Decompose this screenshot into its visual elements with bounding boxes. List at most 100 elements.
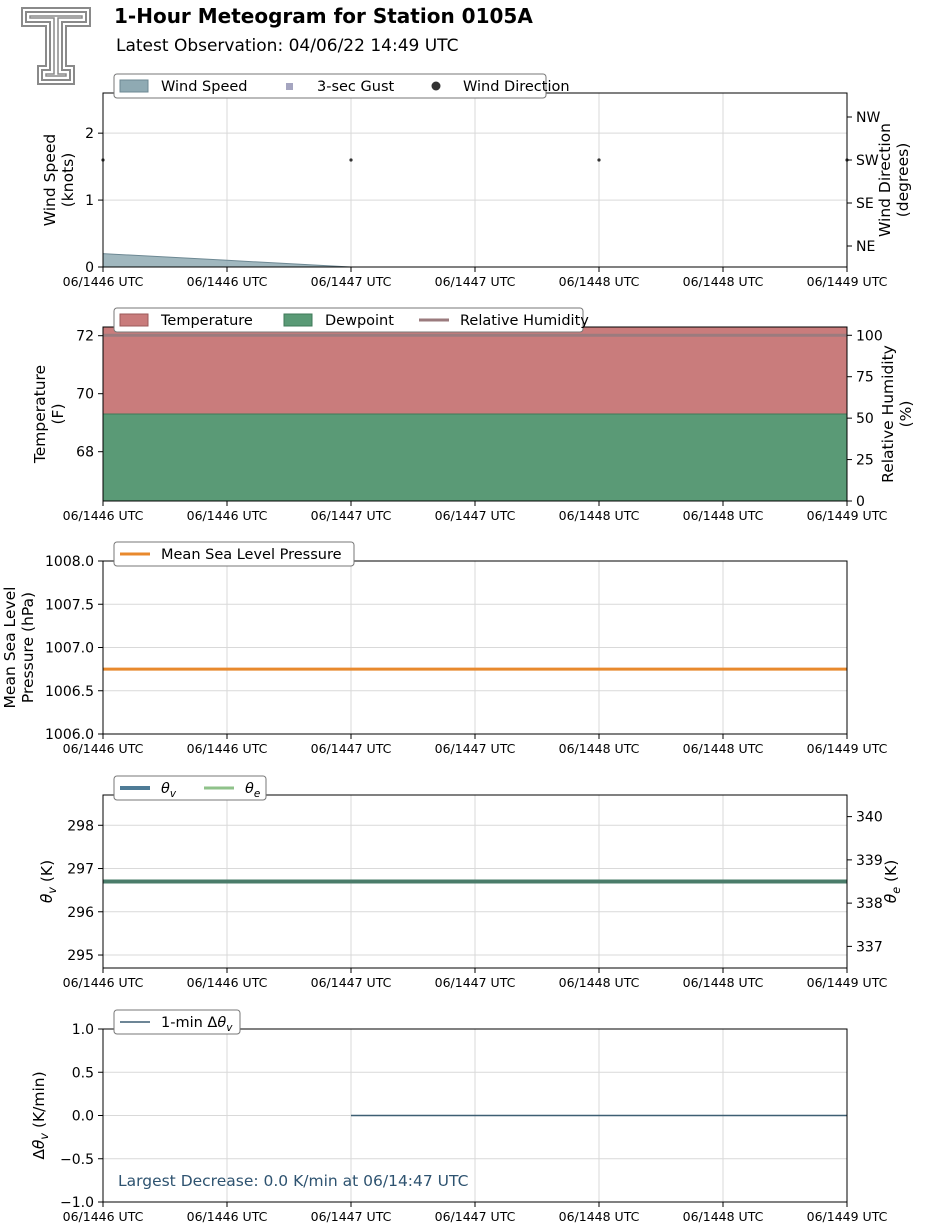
- y-tick-label: 1006.0: [45, 727, 94, 743]
- legend-box: [113, 73, 547, 99]
- y2-tick-label: 337: [856, 939, 883, 955]
- x-tick-label: 06/1449 UTC: [807, 508, 888, 523]
- y-axis-label: (F): [49, 403, 67, 424]
- y2-tick-label: 100: [856, 328, 883, 344]
- x-tick-label: 06/1446 UTC: [187, 975, 268, 990]
- legend-box: [113, 307, 584, 333]
- y-tick-label: 0.5: [72, 1065, 94, 1081]
- x-tick-label: 06/1446 UTC: [63, 274, 144, 289]
- y2-axis-label: Relative Humidity: [879, 345, 897, 483]
- x-tick-label: 06/1447 UTC: [435, 1209, 516, 1224]
- legend-label: Temperature: [160, 313, 253, 329]
- x-tick-label: 06/1448 UTC: [559, 508, 640, 523]
- x-tick-label: 06/1446 UTC: [63, 975, 144, 990]
- y2-axis-label: θe (K): [882, 860, 903, 904]
- y-axis-label: (knots): [59, 153, 77, 208]
- dewpoint-area: [102, 413, 848, 502]
- y2-tick-label: 50: [856, 411, 874, 427]
- legend: 1-min Δθv: [113, 1009, 241, 1035]
- legend-label: Wind Direction: [463, 79, 570, 95]
- wind-direction-point: [349, 158, 353, 162]
- x-tick-label: 06/1447 UTC: [311, 508, 392, 523]
- y-tick-label: 296: [67, 905, 94, 921]
- legend-swatch: [431, 81, 441, 91]
- legend: θv θe: [113, 775, 267, 801]
- x-tick-label: 06/1448 UTC: [559, 1209, 640, 1224]
- y-tick-label: 2: [85, 126, 94, 142]
- y2-axis-label: (degrees): [894, 143, 912, 218]
- x-tick-label: 06/1447 UTC: [311, 274, 392, 289]
- x-tick-label: 06/1446 UTC: [63, 741, 144, 756]
- y2-tick-label: NW: [856, 110, 880, 126]
- y2-tick-label: 25: [856, 453, 874, 469]
- texas-tech-logo: [21, 7, 91, 85]
- x-tick-label: 06/1448 UTC: [559, 274, 640, 289]
- page-title: 1-Hour Meteogram for Station 0105A: [114, 4, 533, 28]
- x-tick-label: 06/1447 UTC: [311, 975, 392, 990]
- x-tick-label: 06/1449 UTC: [807, 975, 888, 990]
- x-tick-label: 06/1447 UTC: [311, 741, 392, 756]
- x-tick-label: 06/1447 UTC: [435, 274, 516, 289]
- legend-swatch: [119, 79, 149, 93]
- y2-tick-label: NE: [856, 239, 875, 255]
- x-tick-label: 06/1446 UTC: [187, 508, 268, 523]
- x-tick-label: 06/1446 UTC: [187, 274, 268, 289]
- y-tick-label: 1007.5: [45, 597, 94, 613]
- x-tick-label: 06/1446 UTC: [63, 1209, 144, 1224]
- panel-theta: 337 338 339 340 06/1446 UTC 06/1446 UTC 06/144…: [38, 775, 903, 990]
- legend-swatch: [119, 313, 149, 327]
- wind-direction-point: [597, 158, 601, 162]
- y-tick-label: 1006.5: [45, 684, 94, 700]
- y2-tick-label: 0: [856, 494, 865, 510]
- y2-tick-label: 75: [856, 370, 874, 386]
- legend-swatch: [283, 313, 313, 327]
- panel-dtheta: Largest Decrease: 0.0 K/min at 06/14:47 …: [30, 1009, 888, 1224]
- y-tick-label: −1.0: [60, 1195, 94, 1211]
- legend: Wind Speed 3-sec Gust Wind Direction: [113, 73, 570, 99]
- y-tick-label: 0.0: [72, 1109, 94, 1125]
- page-subtitle: Latest Observation: 04/06/22 14:49 UTC: [116, 36, 459, 56]
- y-axis-label: Temperature: [31, 365, 49, 464]
- y2-axis-label: Wind Direction: [876, 123, 894, 237]
- x-tick-label: 06/1448 UTC: [683, 274, 764, 289]
- y-axis-label: Δθv (K/min): [30, 1071, 51, 1159]
- panel-wind: NE SE SW NW 06/1446 UTC 06/1446 UTC 06/1447 UT…: [41, 73, 912, 289]
- legend-label: Dewpoint: [325, 313, 394, 329]
- y2-tick-label: 339: [856, 853, 883, 869]
- x-tick-label: 06/1446 UTC: [187, 741, 268, 756]
- x-tick-label: 06/1447 UTC: [311, 1209, 392, 1224]
- legend-label: θv: [161, 781, 177, 800]
- x-tick-label: 06/1446 UTC: [63, 508, 144, 523]
- legend-label: Mean Sea Level Pressure: [161, 547, 342, 563]
- legend-box: [113, 1009, 241, 1035]
- legend-box: [113, 775, 267, 801]
- x-tick-label: 06/1448 UTC: [683, 508, 764, 523]
- y-tick-label: −0.5: [60, 1152, 94, 1168]
- panel-pressure: 06/1446 UTC 06/1446 UTC 06/1447 UTC 06/1447…: [1, 541, 888, 756]
- x-tick-label: 06/1449 UTC: [807, 741, 888, 756]
- y-tick-label: 297: [67, 862, 94, 878]
- legend: Mean Sea Level Pressure: [113, 541, 355, 567]
- panel-temp: 0 25 50 75 100 06/1446 UTC 06/1446 UTC 06/1447 …: [31, 307, 915, 523]
- x-tick-label: 06/1447 UTC: [435, 975, 516, 990]
- y-tick-label: 298: [67, 818, 94, 834]
- y-axis-label: Mean Sea Level: [1, 587, 19, 709]
- x-tick-label: 06/1447 UTC: [435, 508, 516, 523]
- y-tick-label: 0: [85, 260, 94, 276]
- x-tick-label: 06/1448 UTC: [683, 1209, 764, 1224]
- x-tick-label: 06/1449 UTC: [807, 274, 888, 289]
- x-tick-label: 06/1448 UTC: [559, 741, 640, 756]
- legend-label: 1-min Δθv: [161, 1015, 233, 1034]
- legend: Temperature Dewpoint Relative Humidity: [113, 307, 589, 333]
- y-tick-label: 68: [76, 445, 94, 461]
- y2-tick-label: 338: [856, 896, 883, 912]
- y-axis-label: θv (K): [38, 860, 59, 903]
- y-tick-label: 1007.0: [45, 641, 94, 657]
- y2-tick-label: SW: [856, 153, 879, 169]
- x-tick-label: 06/1448 UTC: [683, 741, 764, 756]
- y-tick-label: 1.0: [72, 1022, 94, 1038]
- legend-label: θe: [245, 781, 260, 800]
- y2-tick-label: SE: [856, 196, 874, 212]
- y-tick-label: 295: [67, 948, 94, 964]
